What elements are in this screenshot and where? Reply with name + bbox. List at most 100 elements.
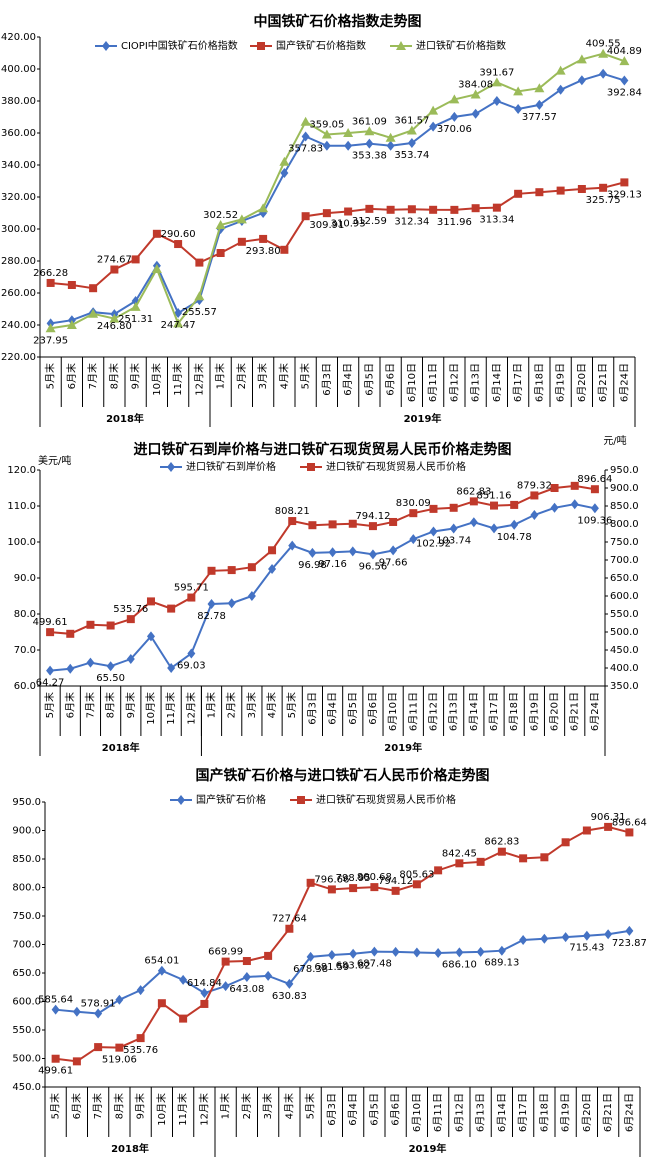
value-label: 906.31: [591, 812, 626, 823]
value-label: 313.34: [479, 215, 514, 226]
x-tick-label: 6月5日: [347, 692, 359, 725]
value-label: 103.74: [436, 536, 471, 547]
data-point: [195, 258, 204, 267]
data-point: [412, 947, 421, 958]
data-point: [510, 500, 519, 509]
data-point: [215, 219, 226, 229]
data-point: [535, 99, 544, 110]
value-label: 499.61: [33, 617, 68, 628]
value-label: 535.76: [123, 1045, 158, 1056]
x-tick-label: 5月末: [285, 692, 298, 718]
data-point: [368, 549, 377, 560]
data-point: [51, 1004, 60, 1015]
chart-title: 进口铁矿石到岸价格与进口铁矿石现货贸易人民币价格走势图: [134, 441, 512, 458]
x-tick-label: 1月末: [205, 692, 218, 718]
data-point: [561, 838, 570, 847]
x-tick-label: 6月24日: [623, 1093, 635, 1132]
data-point: [386, 205, 395, 214]
x-tick-label: 6月17日: [488, 692, 500, 731]
x-tick-label: 4月末: [265, 692, 278, 718]
x-tick-label: 6月24日: [589, 692, 601, 731]
value-label: 353.74: [394, 150, 429, 161]
data-point: [126, 615, 135, 624]
x-tick-label: 6月12日: [448, 363, 460, 402]
value-label: 247.47: [161, 320, 196, 331]
data-point: [187, 593, 196, 602]
legend-marker: [307, 463, 315, 471]
series-line: [50, 484, 596, 635]
data-point: [237, 237, 246, 246]
data-point: [151, 264, 162, 273]
data-point: [179, 1014, 188, 1023]
data-point: [72, 1057, 81, 1066]
x-tick-label: 1月末: [214, 363, 227, 389]
value-label: 255.57: [182, 307, 217, 318]
value-label: 312.59: [352, 216, 387, 227]
value-label: 830.09: [396, 498, 431, 509]
data-point: [519, 854, 528, 863]
x-tick-label: 5月末: [304, 1093, 317, 1119]
data-point: [625, 828, 634, 837]
value-label: 681.59: [314, 962, 349, 973]
data-point: [66, 629, 75, 638]
x-tick-label: 9月末: [134, 1093, 147, 1119]
data-point: [227, 566, 236, 575]
value-label: 392.84: [607, 87, 642, 98]
data-point: [86, 657, 95, 668]
data-point: [46, 278, 55, 287]
data-point: [110, 265, 119, 274]
y-tick-label: 240.00: [1, 320, 36, 331]
data-point: [152, 229, 161, 238]
data-point: [280, 245, 289, 254]
data-point: [409, 509, 418, 518]
data-point: [428, 105, 439, 115]
data-point: [89, 284, 98, 293]
data-point: [604, 822, 613, 831]
x-tick-label: 6月14日: [468, 692, 480, 731]
data-point: [556, 186, 565, 195]
y-tick-label: 120.0: [7, 465, 36, 476]
data-point: [429, 504, 438, 513]
data-point: [66, 320, 77, 329]
data-point: [200, 988, 209, 999]
x-tick-label: 11月末: [164, 692, 177, 725]
data-point: [308, 547, 317, 558]
data-point: [386, 140, 395, 151]
data-point: [389, 545, 398, 556]
x-tick-label: 6月18日: [508, 692, 520, 731]
data-point: [555, 65, 566, 75]
y2-tick-label: 650.0: [610, 573, 639, 584]
y2-tick-label: 800.0: [610, 519, 639, 530]
data-point: [519, 934, 528, 945]
x-tick-label: 5月末: [44, 363, 57, 389]
data-point: [470, 89, 481, 99]
x-group-label: 2019年: [384, 741, 422, 754]
y-tick-label: 100.0: [7, 537, 36, 548]
data-point: [434, 866, 443, 875]
x-tick-label: 6月21日: [597, 363, 609, 402]
value-label: 896.64: [577, 474, 612, 485]
y-tick-label: 380.00: [1, 96, 36, 107]
data-point: [476, 946, 485, 957]
data-point: [268, 564, 277, 574]
x-tick-label: 6月19日: [560, 1093, 572, 1132]
y2-tick-label: 900.0: [610, 483, 639, 494]
y-tick-label: 300.00: [1, 224, 36, 235]
data-point: [45, 323, 56, 333]
data-point: [179, 974, 188, 985]
data-point: [344, 207, 353, 216]
legend-marker: [177, 795, 185, 805]
data-point: [300, 116, 311, 126]
value-label: 64.27: [36, 678, 65, 689]
data-point: [167, 663, 176, 673]
value-label: 274.67: [97, 255, 132, 266]
data-point: [510, 519, 519, 530]
data-point: [88, 308, 99, 318]
y-tick-label: 110.0: [7, 501, 36, 512]
x-tick-label: 6月5日: [363, 363, 375, 396]
y2-tick-label: 400.0: [610, 663, 639, 674]
value-label: 329.13: [607, 189, 642, 200]
data-point: [288, 540, 297, 551]
value-label: 251.31: [118, 314, 153, 325]
